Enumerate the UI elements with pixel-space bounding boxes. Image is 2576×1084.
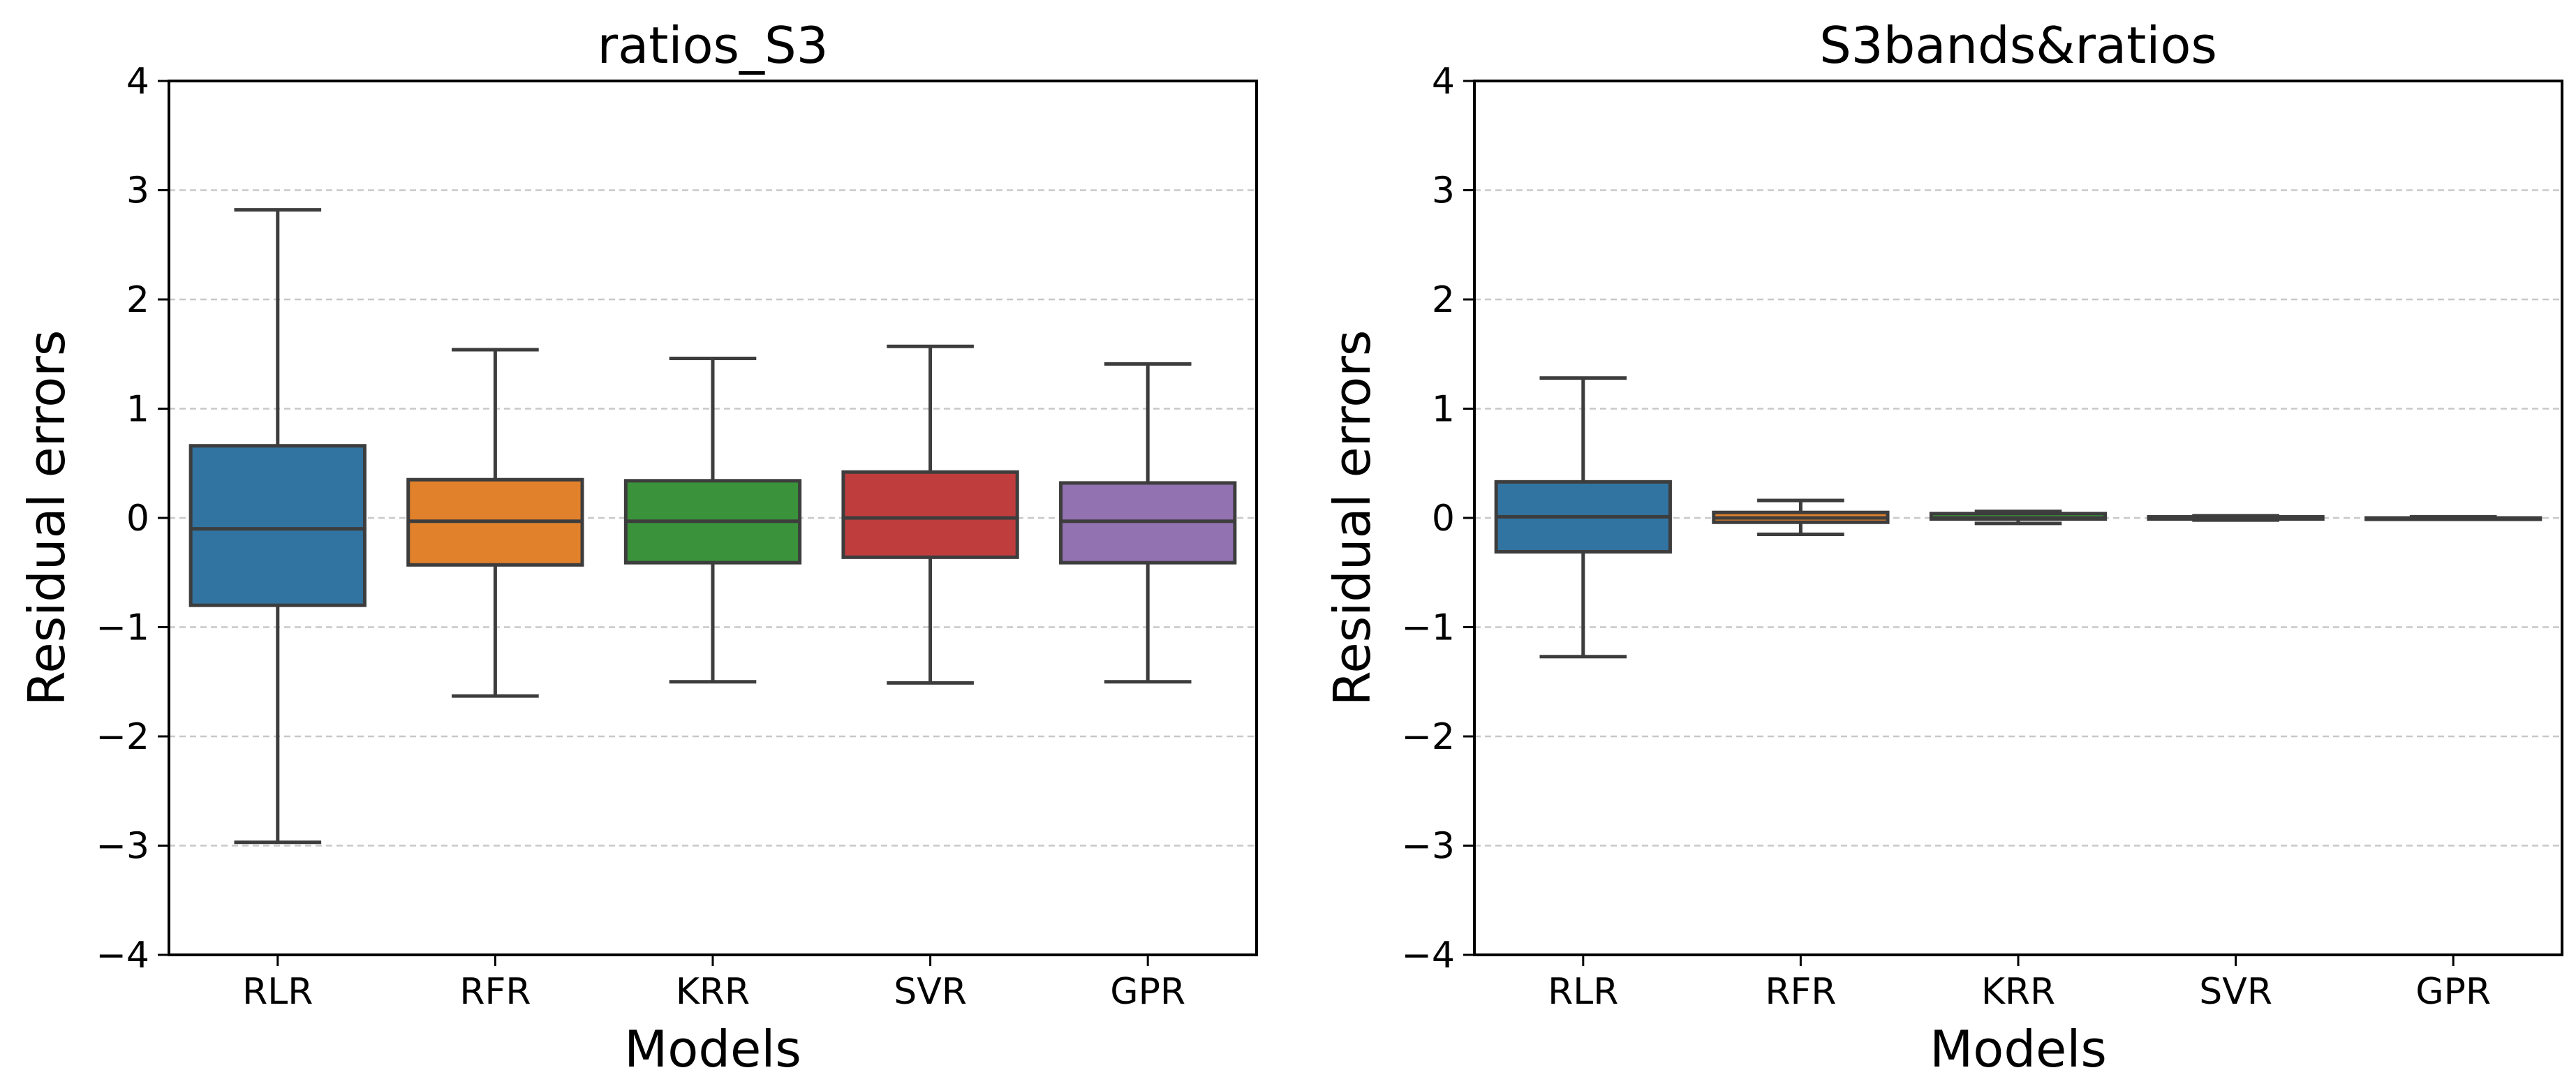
x-tick-label-rfr: RFR <box>459 971 531 1013</box>
y-tick-label: 0 <box>1432 498 1455 540</box>
x-tick-label-svr: SVR <box>894 971 967 1013</box>
y-tick-label: 2 <box>1432 279 1455 321</box>
x-axis-label: Models <box>624 1020 801 1078</box>
y-tick-label: 4 <box>126 61 149 103</box>
chart-title: ratios_S3 <box>597 16 828 75</box>
box-svr <box>2147 514 2325 522</box>
y-tick-label: −4 <box>1401 935 1455 977</box>
x-axis-label: Models <box>1930 1020 2107 1078</box>
y-tick-label: −2 <box>96 716 149 758</box>
box-rlr <box>188 208 367 845</box>
right-chart-panel: 4 3 2 1 0 −1 −2 −3 −4 RLR RFR KRR SVR GPR S3bands&ra… <box>1323 16 2563 1078</box>
y-axis-label: Residual errors <box>1323 330 1382 706</box>
y-tick-label: −3 <box>96 826 149 868</box>
x-tick-label-gpr: GPR <box>2415 971 2491 1013</box>
y-tick-label: 1 <box>1432 389 1455 431</box>
box-gpr <box>1059 362 1237 684</box>
y-tick-label: −3 <box>1401 826 1455 868</box>
x-tick-label-rfr: RFR <box>1765 971 1836 1013</box>
box-rfr <box>1712 498 1890 536</box>
y-tick-label: −4 <box>96 935 149 977</box>
x-tick-label-rlr: RLR <box>1548 971 1618 1013</box>
y-tick-label: −1 <box>96 607 149 649</box>
iqr-box <box>841 470 1019 559</box>
y-tick-label: −2 <box>1401 716 1455 758</box>
y-axis-label: Residual errors <box>17 330 76 706</box>
x-tick-label-rlr: RLR <box>242 971 313 1013</box>
box-krr <box>1929 510 2108 526</box>
box-krr <box>623 357 802 684</box>
y-tick-label: 4 <box>1432 61 1455 103</box>
y-tick-label: 3 <box>1432 170 1455 212</box>
box-svr <box>841 344 1019 685</box>
box-rfr <box>406 348 584 698</box>
y-tick-label: 0 <box>126 498 149 540</box>
iqr-box <box>188 444 367 607</box>
y-tick-label: 1 <box>126 389 149 431</box>
box-rlr <box>1494 376 1672 659</box>
x-tick-label-krr: KRR <box>1981 971 2055 1013</box>
x-tick-label-gpr: GPR <box>1110 971 1185 1013</box>
x-tick-label-krr: KRR <box>676 971 750 1013</box>
x-tick-label-svr: SVR <box>2199 971 2272 1013</box>
box-gpr <box>2364 514 2542 521</box>
y-tick-label: 2 <box>126 279 149 321</box>
y-tick-label: −1 <box>1401 607 1455 649</box>
chart-title: S3bands&ratios <box>1819 16 2217 75</box>
y-tick-label: 3 <box>126 170 149 212</box>
